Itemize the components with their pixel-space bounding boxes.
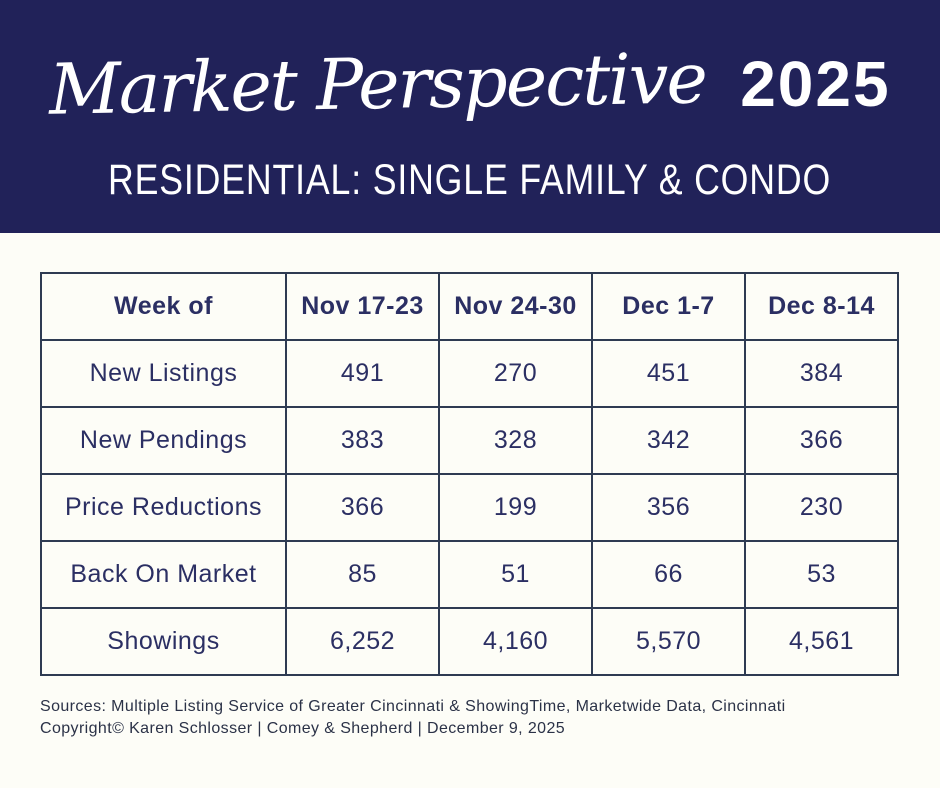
table-row: New Listings 491 270 451 384 bbox=[40, 339, 899, 408]
column-header-nov-24-30: Nov 24-30 bbox=[438, 272, 593, 341]
footer-sources-line: Sources: Multiple Listing Service of Gre… bbox=[40, 698, 786, 715]
value-cell: 366 bbox=[744, 406, 899, 475]
table-header-row: Week of Nov 17-23 Nov 24-30 Dec 1-7 Dec … bbox=[40, 272, 899, 341]
row-label-back-on-market: Back On Market bbox=[40, 540, 287, 609]
footer: Sources: Multiple Listing Service of Gre… bbox=[40, 696, 920, 740]
title-row: Market Perspective 2025 bbox=[49, 14, 890, 154]
column-header-week-of: Week of bbox=[40, 272, 287, 341]
value-cell: 328 bbox=[438, 406, 593, 475]
table-row: Back On Market 85 51 66 53 bbox=[40, 540, 899, 609]
value-cell: 85 bbox=[285, 540, 440, 609]
value-cell: 51 bbox=[438, 540, 593, 609]
table-row: Price Reductions 366 199 356 230 bbox=[40, 473, 899, 542]
value-cell: 4,561 bbox=[744, 607, 899, 676]
page-year: 2025 bbox=[740, 48, 891, 120]
value-cell: 199 bbox=[438, 473, 593, 542]
value-cell: 491 bbox=[285, 339, 440, 408]
value-cell: 66 bbox=[591, 540, 746, 609]
value-cell: 366 bbox=[285, 473, 440, 542]
page-title: Market Perspective bbox=[48, 37, 707, 131]
column-header-nov-17-23: Nov 17-23 bbox=[285, 272, 440, 341]
value-cell: 383 bbox=[285, 406, 440, 475]
market-stats-table: Week of Nov 17-23 Nov 24-30 Dec 1-7 Dec … bbox=[40, 272, 899, 676]
table-row: Showings 6,252 4,160 5,570 4,561 bbox=[40, 607, 899, 676]
value-cell: 342 bbox=[591, 406, 746, 475]
row-label-price-reductions: Price Reductions bbox=[40, 473, 287, 542]
column-header-dec-8-14: Dec 8-14 bbox=[744, 272, 899, 341]
row-label-new-listings: New Listings bbox=[40, 339, 287, 408]
value-cell: 230 bbox=[744, 473, 899, 542]
footer-copyright-line: Copyright© Karen Schlosser | Comey & She… bbox=[40, 720, 566, 737]
table-row: New Pendings 383 328 342 366 bbox=[40, 406, 899, 475]
value-cell: 53 bbox=[744, 540, 899, 609]
row-label-showings: Showings bbox=[40, 607, 287, 676]
value-cell: 6,252 bbox=[285, 607, 440, 676]
page-subtitle: RESIDENTIAL: SINGLE FAMILY & CONDO bbox=[108, 156, 832, 204]
value-cell: 4,160 bbox=[438, 607, 593, 676]
value-cell: 270 bbox=[438, 339, 593, 408]
value-cell: 384 bbox=[744, 339, 899, 408]
row-label-new-pendings: New Pendings bbox=[40, 406, 287, 475]
header-banner: Market Perspective 2025 RESIDENTIAL: SIN… bbox=[0, 0, 940, 233]
value-cell: 356 bbox=[591, 473, 746, 542]
value-cell: 5,570 bbox=[591, 607, 746, 676]
column-header-dec-1-7: Dec 1-7 bbox=[591, 272, 746, 341]
value-cell: 451 bbox=[591, 339, 746, 408]
